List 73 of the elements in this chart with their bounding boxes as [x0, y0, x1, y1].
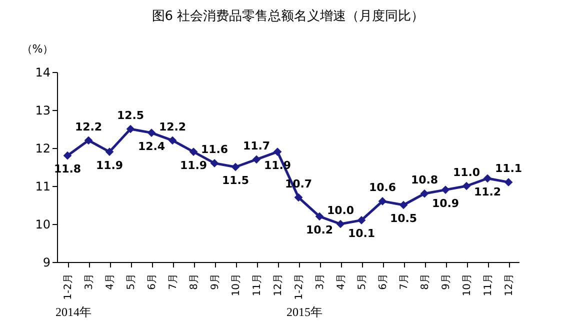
point	[63, 151, 72, 160]
text: 2014年	[56, 305, 92, 319]
text: 10.8	[410, 174, 438, 187]
text: 11.9	[96, 158, 124, 172]
text: 12.2	[74, 120, 102, 134]
point	[273, 148, 282, 156]
point	[147, 128, 156, 137]
x-tick-label: 10月	[231, 274, 242, 296]
point	[105, 148, 114, 156]
x-tick-label: 5月	[126, 274, 137, 290]
text: 11.5	[222, 174, 250, 187]
x-tick-label: 11月	[252, 274, 263, 296]
chart-title: 图6 社会消费品零售总额名义增速（月度同比）	[152, 8, 424, 24]
x-tick-label: 9月	[441, 274, 452, 290]
x-tick-label: 4月	[336, 274, 347, 290]
text: 11.2	[474, 185, 502, 198]
point	[336, 220, 345, 228]
point	[399, 200, 408, 210]
point	[84, 136, 93, 145]
point	[378, 197, 387, 206]
y-tick-label: 12	[35, 142, 50, 156]
point	[231, 162, 240, 172]
point	[357, 216, 366, 224]
text: 2015年	[286, 305, 322, 319]
x-tick-label: 1-2月	[294, 274, 305, 300]
text: 10.6	[368, 181, 396, 194]
y-axis-title: （%）	[21, 42, 54, 56]
point	[462, 182, 471, 190]
text: 11.0	[452, 166, 480, 179]
point	[210, 159, 219, 168]
point	[189, 148, 198, 156]
x-tick-label: 8月	[189, 274, 200, 290]
x-tick-label: 12月	[273, 274, 284, 296]
y-tick-label: 11	[35, 180, 50, 194]
x-tick-label: 5月	[357, 274, 368, 290]
x-tick-label: 3月	[84, 274, 95, 290]
x-tick-label: 1-2月	[63, 274, 74, 300]
text: 11.7	[242, 139, 270, 152]
text: 12.2	[158, 120, 186, 134]
y-tick-label: 14	[35, 66, 50, 80]
y-tick-label: 9	[42, 256, 50, 270]
x-tick-label: 10月	[462, 274, 473, 296]
point	[126, 124, 135, 134]
x-tick-label: 4月	[105, 274, 116, 290]
text: 10.1	[348, 227, 376, 240]
point	[420, 189, 429, 198]
point	[441, 186, 450, 194]
x-tick-label: 9月	[210, 274, 221, 290]
text: 12.4	[138, 140, 166, 153]
point	[252, 155, 261, 164]
text: 10.9	[432, 196, 460, 210]
x-tick-label: 12月	[504, 274, 515, 296]
text: 11.6	[200, 143, 228, 156]
text: 10.5	[390, 212, 418, 225]
text: 11.1	[494, 162, 522, 176]
x-tick-label: 7月	[399, 274, 410, 290]
x-tick-label: 6月	[378, 274, 389, 290]
point	[315, 212, 324, 221]
point	[168, 136, 177, 145]
x-tick-label: 7月	[168, 274, 179, 290]
y-tick-label: 13	[35, 104, 50, 118]
x-tick-label: 6月	[147, 274, 158, 290]
text: 10.2	[306, 223, 334, 236]
x-tick-label: 11月	[483, 274, 494, 296]
y-tick-label: 10	[35, 218, 50, 232]
point	[504, 178, 513, 186]
text: 11.9	[180, 158, 208, 172]
x-tick-label: 3月	[315, 274, 326, 290]
text: 10.0	[326, 204, 354, 217]
x-tick-label: 8月	[420, 274, 431, 290]
text: 12.5	[116, 109, 144, 122]
point	[483, 174, 492, 183]
point	[294, 193, 303, 202]
